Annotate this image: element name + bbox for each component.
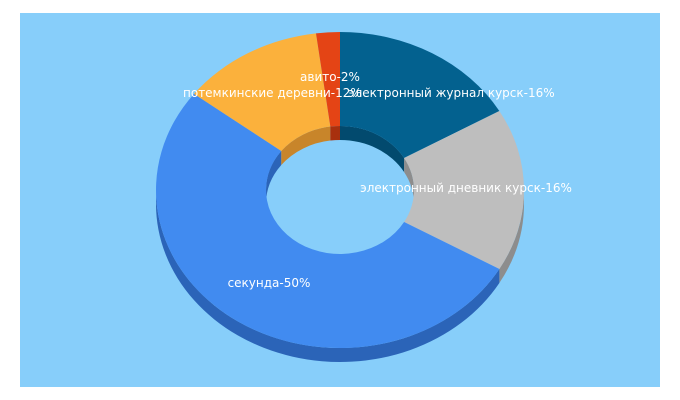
slice-1-side xyxy=(499,190,524,283)
slice-1-top xyxy=(404,111,525,269)
label-avito: авито-2% xyxy=(300,70,360,84)
slice-4-inner-wall-1 xyxy=(330,126,340,141)
slice-3-top xyxy=(194,33,331,152)
slice-0-inner-wall-0 xyxy=(340,126,405,172)
slice-4-top xyxy=(315,31,340,127)
label-potemkinskie: потемкинские деревни-12% xyxy=(183,86,362,100)
slice-sides xyxy=(156,190,524,363)
slice-labels: электронный журнал курск-16% электронный… xyxy=(183,70,572,290)
slice-0-top xyxy=(340,32,500,158)
hole-wall xyxy=(266,126,414,268)
slice-2-top xyxy=(156,93,500,348)
slice-2-inner-wall-1 xyxy=(266,151,282,204)
donut-hole xyxy=(266,140,414,268)
label-elektronnyy-dnevnik: электронный дневник курск-16% xyxy=(360,181,572,195)
slice-1-inner-wall-0 xyxy=(404,158,414,204)
label-elektronnyy-zhurnal: электронный журнал курск-16% xyxy=(348,86,555,100)
slice-3-inner-wall-1 xyxy=(281,126,331,166)
slice-tops xyxy=(156,31,525,348)
label-sekunda: секунда-50% xyxy=(228,276,311,290)
